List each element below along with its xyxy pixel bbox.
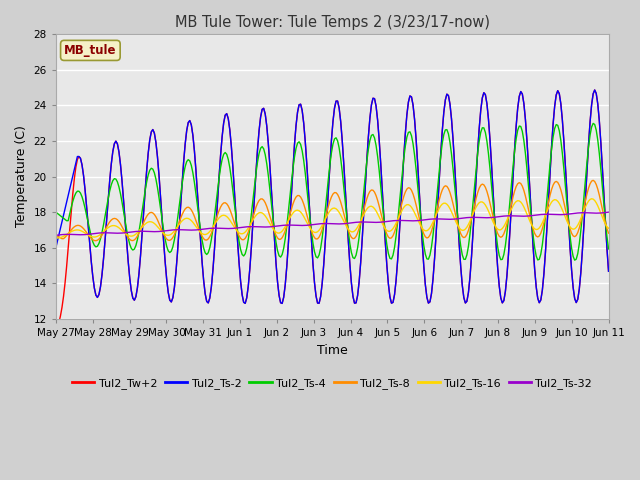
X-axis label: Time: Time — [317, 344, 348, 357]
Y-axis label: Temperature (C): Temperature (C) — [15, 126, 28, 228]
Text: MB_tule: MB_tule — [64, 44, 116, 57]
Title: MB Tule Tower: Tule Temps 2 (3/23/17-now): MB Tule Tower: Tule Temps 2 (3/23/17-now… — [175, 15, 490, 30]
Legend: Tul2_Tw+2, Tul2_Ts-2, Tul2_Ts-4, Tul2_Ts-8, Tul2_Ts-16, Tul2_Ts-32: Tul2_Tw+2, Tul2_Ts-2, Tul2_Ts-4, Tul2_Ts… — [68, 373, 596, 393]
